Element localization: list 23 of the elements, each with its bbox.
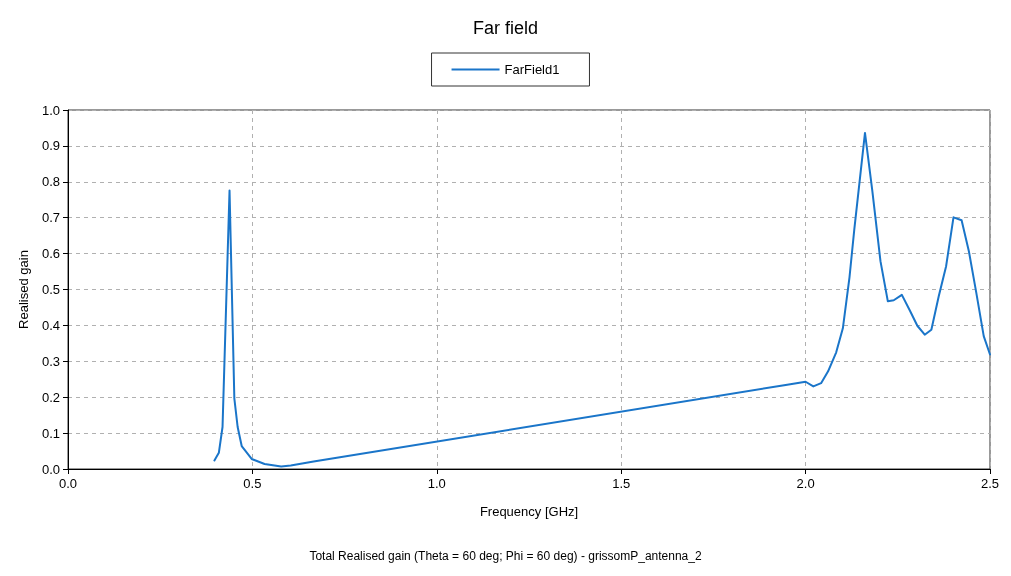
y-tick-label: 0.8 [41,174,60,190]
x-tick-label: 1.0 [427,476,446,491]
y-tick-label: 1.0 [41,102,60,118]
x-axis-title: Frequency [GHz] [479,504,579,519]
x-tick-label: 1.5 [612,476,631,491]
y-tick-label: 0.3 [41,353,60,369]
chart-title: Far field [472,18,539,38]
text: Total Realised gain (Theta = 60 deg; Phi = 60 deg) - grissomP_antenna_2 [309,549,702,563]
y-tick-label: 0.7 [41,210,60,226]
x-tick-label: 0.5 [243,476,262,491]
y-tick-label: 0.5 [41,282,60,297]
x-tick-label: 2.5 [980,476,1000,491]
legend-label: FarField1 [504,62,560,77]
y-tick-label: 0.1 [41,425,60,441]
y-axis-title: Realised gain [16,250,31,329]
y-tick-label: 0.4 [41,317,60,333]
y-tick-label: 0.6 [41,246,60,262]
y-tick-label: 0.0 [41,461,60,477]
line-series [213,131,991,468]
x-tick-label: 0.0 [58,476,78,491]
y-tick-label: 0.2 [41,389,60,405]
y-tick-label: 0.9 [41,138,60,154]
x-tick-label: 2.0 [796,476,815,491]
